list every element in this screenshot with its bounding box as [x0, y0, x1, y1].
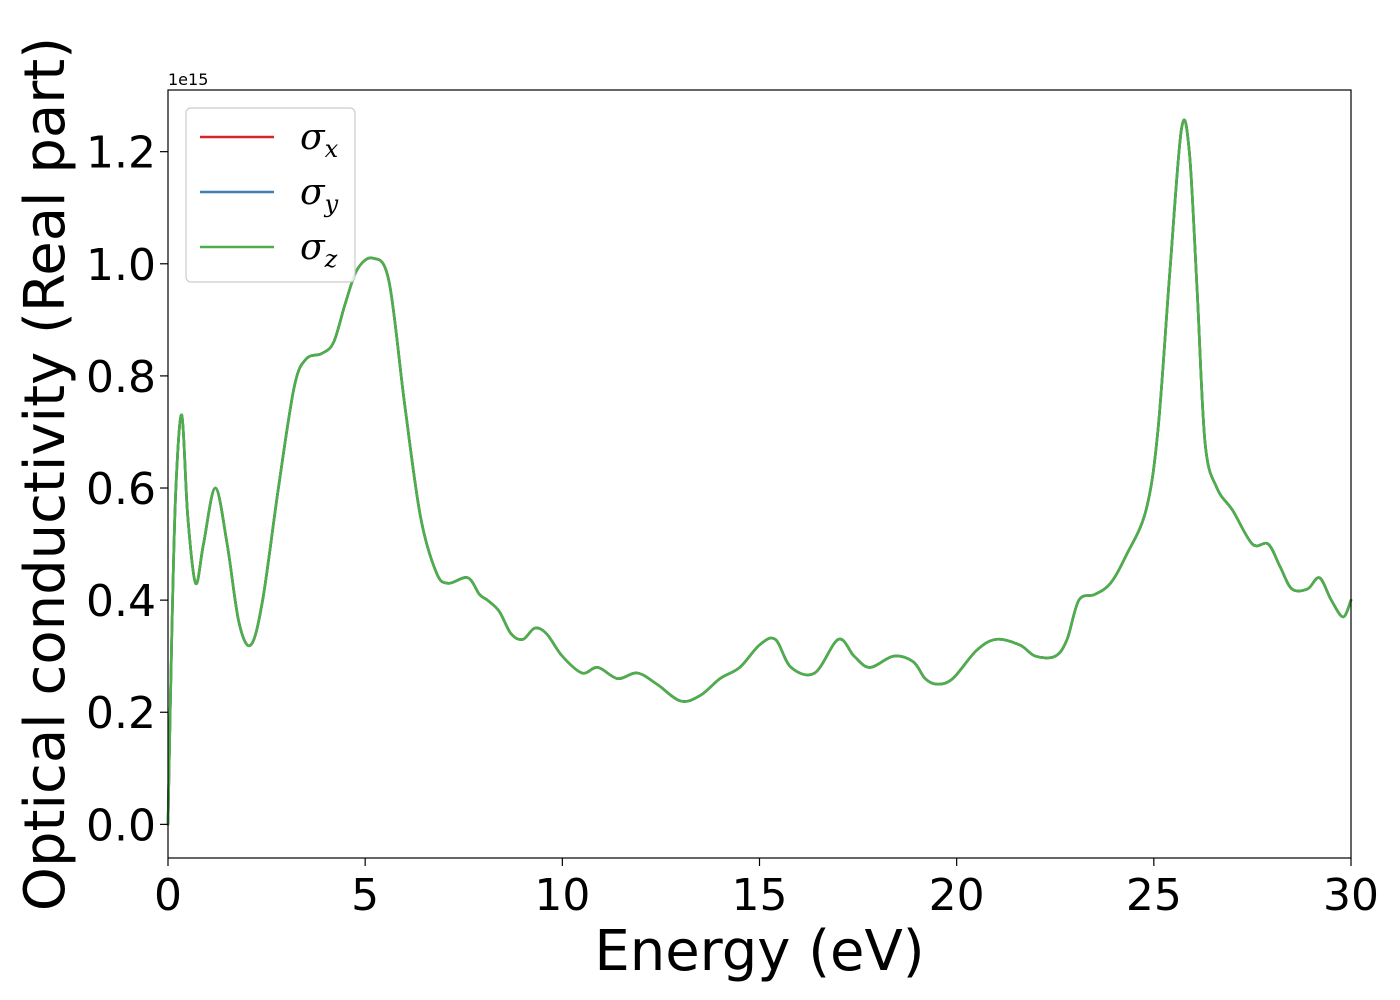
x-tick-label: 5: [351, 870, 379, 921]
x-tick-label: 0: [154, 870, 182, 921]
y-axis-label: Optical conductivity (Real part): [13, 37, 78, 911]
series-layer: [166, 118, 1353, 826]
y-offset-label: 1e15: [168, 70, 208, 89]
x-tick-label: 25: [1126, 870, 1182, 921]
x-axis-ticks: 0 5 10 15 20 25 30: [154, 858, 1379, 921]
legend-box: [185, 107, 356, 283]
y-tick-label: 1.0: [86, 240, 156, 291]
y-tick-label: 1.2: [86, 128, 156, 179]
y-tick-label: 0.0: [86, 800, 156, 851]
y-tick-label: 0.8: [86, 352, 156, 403]
x-tick-label: 20: [929, 870, 985, 921]
y-tick-label: 0.2: [86, 688, 156, 739]
series-line-z: [166, 118, 1353, 826]
legend-label-y: σy: [300, 172, 339, 218]
x-tick-label: 10: [534, 870, 590, 921]
legend-label-z: σz: [300, 227, 338, 273]
x-axis-label: Energy (eV): [594, 919, 924, 984]
y-tick-label: 0.4: [86, 576, 156, 627]
legend: σx σy σz: [185, 107, 356, 283]
x-tick-label: 30: [1323, 870, 1379, 921]
x-tick-label: 15: [732, 870, 788, 921]
y-tick-label: 0.6: [86, 464, 156, 515]
legend-label-x: σx: [300, 117, 339, 163]
y-axis-ticks: 0.0 0.2 0.4 0.6 0.8 1.0 1.2: [86, 128, 168, 851]
